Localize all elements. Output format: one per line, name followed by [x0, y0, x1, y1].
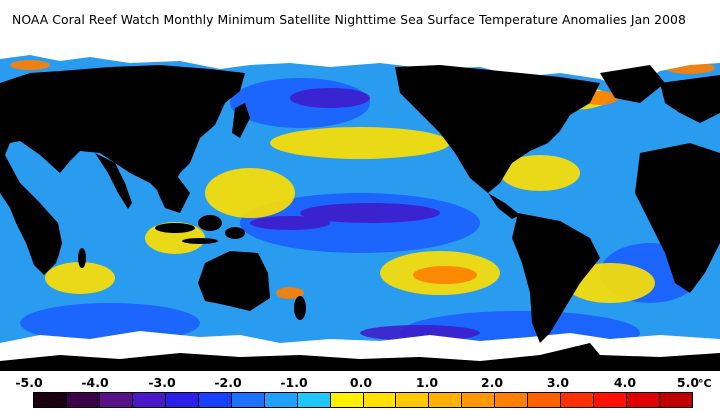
australia-land — [198, 251, 270, 311]
south-america-land — [512, 213, 600, 343]
legend-tick: -2.0 — [214, 375, 242, 390]
legend-tick: 5.0 — [676, 375, 700, 390]
antarctica-land — [0, 343, 720, 371]
color-swatch — [495, 393, 529, 407]
sst-anomaly-map — [0, 43, 720, 371]
color-swatch — [66, 393, 100, 407]
africa-east-land — [635, 143, 720, 293]
legend-tick: 4.0 — [613, 375, 637, 390]
legend-tick: 1.0 — [415, 375, 439, 390]
legend-unit: °C — [698, 377, 712, 390]
color-swatch — [396, 393, 430, 407]
color-swatch — [165, 393, 199, 407]
color-swatch — [132, 393, 166, 407]
japan-land — [232, 103, 250, 138]
legend-tick: -5.0 — [15, 375, 43, 390]
india-land — [95, 153, 132, 209]
color-swatch — [429, 393, 463, 407]
color-swatch — [198, 393, 232, 407]
color-swatch — [34, 393, 67, 407]
color-swatch — [99, 393, 133, 407]
cold-anomaly-regions — [250, 88, 480, 341]
map-title: NOAA Coral Reef Watch Monthly Minimum Sa… — [12, 12, 686, 27]
new-zealand-land — [294, 296, 306, 320]
legend-tick: 0.0 — [349, 375, 373, 390]
color-swatch — [264, 393, 298, 407]
color-swatch — [594, 393, 628, 407]
southeast-asia-land — [150, 163, 190, 213]
legend-tick: -1.0 — [280, 375, 308, 390]
color-swatch — [231, 393, 265, 407]
north-america-land — [395, 65, 600, 193]
legend-tick: -4.0 — [81, 375, 109, 390]
europe-africa-land — [0, 65, 245, 268]
arctic-ice — [0, 43, 720, 87]
greenland-land — [600, 65, 665, 103]
color-swatch — [297, 393, 331, 407]
color-swatch — [330, 393, 364, 407]
central-america-land — [488, 193, 520, 219]
color-swatch — [363, 393, 397, 407]
legend-tick-labels: -5.0 -4.0 -3.0 -2.0 -1.0 0.0 1.0 2.0 3.0… — [0, 375, 720, 393]
indonesia-land — [155, 215, 245, 244]
legend-tick: 2.0 — [480, 375, 504, 390]
legend-tick: -3.0 — [148, 375, 176, 390]
europe-land — [660, 75, 720, 123]
madagascar-land — [78, 248, 86, 268]
continents — [0, 65, 720, 343]
color-swatch — [561, 393, 595, 407]
africa-south-land — [8, 183, 62, 275]
color-scale-bar — [33, 392, 693, 408]
color-swatch — [660, 393, 693, 407]
color-swatch — [462, 393, 496, 407]
color-swatch — [627, 393, 661, 407]
color-swatch — [528, 393, 562, 407]
legend-tick: 3.0 — [546, 375, 570, 390]
